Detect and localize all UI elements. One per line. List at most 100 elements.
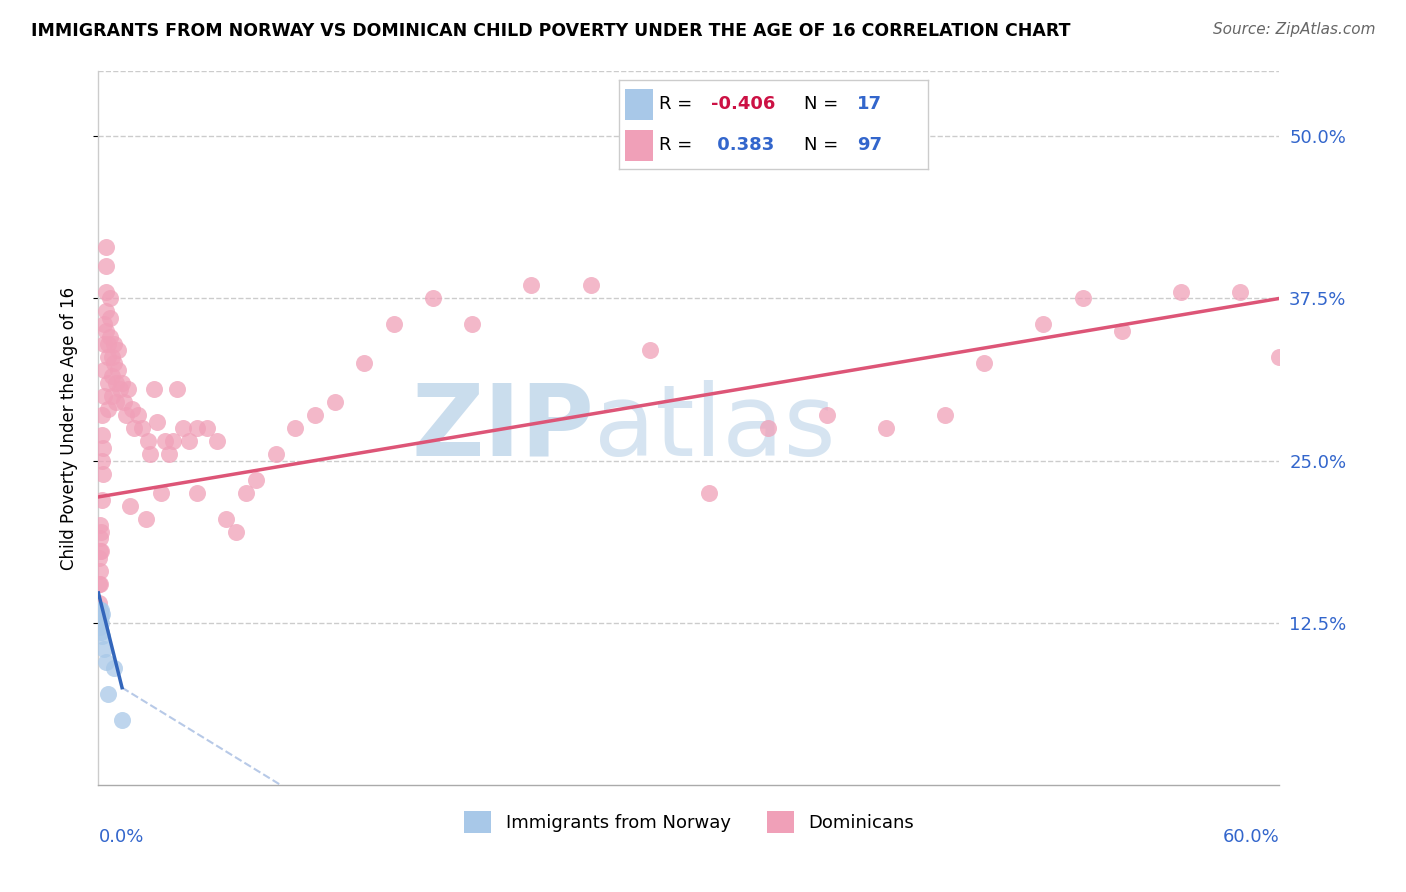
Text: N =: N = <box>804 95 844 113</box>
Point <box>461 318 484 332</box>
Text: N =: N = <box>804 136 844 154</box>
Point <box>111 713 134 727</box>
Text: R =: R = <box>659 136 697 154</box>
Point <box>89 544 111 558</box>
Point <box>638 343 661 358</box>
Point <box>136 434 159 449</box>
Point <box>225 524 247 539</box>
Text: 17: 17 <box>856 95 882 113</box>
Legend: Immigrants from Norway, Dominicans: Immigrants from Norway, Dominicans <box>457 804 921 840</box>
Point <box>138 447 160 461</box>
Point <box>815 408 838 422</box>
Point <box>131 421 153 435</box>
Point <box>96 239 118 253</box>
Point <box>93 336 115 351</box>
Point <box>1032 318 1054 332</box>
Point <box>127 408 149 422</box>
Bar <box>624 89 652 120</box>
Point <box>89 532 111 546</box>
Point <box>90 524 112 539</box>
Text: -0.406: -0.406 <box>711 95 776 113</box>
Point <box>195 421 218 435</box>
Point <box>98 310 121 325</box>
Text: atlas: atlas <box>595 380 837 476</box>
Point <box>96 324 118 338</box>
Point <box>89 550 111 565</box>
Point <box>91 427 114 442</box>
Point <box>186 486 208 500</box>
Point <box>97 401 120 416</box>
Point <box>91 453 114 467</box>
Point <box>150 486 173 500</box>
Point <box>107 343 129 358</box>
Point <box>93 318 115 332</box>
Point <box>90 615 112 630</box>
Point <box>382 318 405 332</box>
Point <box>89 615 111 630</box>
Point <box>97 350 120 364</box>
Point <box>93 389 115 403</box>
Point <box>875 421 897 435</box>
Point <box>115 408 138 422</box>
Point <box>105 395 128 409</box>
Point <box>101 389 124 403</box>
Text: 60.0%: 60.0% <box>1223 828 1279 846</box>
Point <box>284 421 307 435</box>
Point <box>89 620 111 634</box>
Point <box>101 369 124 384</box>
Point <box>89 577 111 591</box>
Point <box>118 499 141 513</box>
Point <box>697 486 720 500</box>
Point <box>323 395 346 409</box>
Point <box>157 447 180 461</box>
Point <box>91 629 114 643</box>
Text: ZIP: ZIP <box>412 380 595 476</box>
Point <box>1268 350 1291 364</box>
Y-axis label: Child Poverty Under the Age of 16: Child Poverty Under the Age of 16 <box>59 286 77 570</box>
Point <box>91 408 114 422</box>
Point <box>304 408 326 422</box>
Point <box>90 609 112 624</box>
Point <box>121 401 143 416</box>
Point <box>98 292 121 306</box>
Point <box>89 603 111 617</box>
Point <box>422 292 444 306</box>
Point <box>96 304 118 318</box>
Point <box>93 467 115 481</box>
Point <box>105 376 128 390</box>
Point <box>172 421 194 435</box>
Point <box>1170 285 1192 299</box>
Point <box>101 350 124 364</box>
Point <box>520 278 543 293</box>
Point <box>89 577 111 591</box>
Point <box>93 441 115 455</box>
Point <box>97 687 120 701</box>
Point <box>162 434 184 449</box>
Point <box>1111 324 1133 338</box>
Point <box>108 382 131 396</box>
Point <box>135 512 157 526</box>
Point <box>89 612 111 626</box>
Bar <box>624 130 652 161</box>
Point <box>97 336 120 351</box>
Point <box>166 382 188 396</box>
Point <box>186 421 208 435</box>
Point <box>1229 285 1251 299</box>
Point <box>91 607 114 621</box>
Point <box>93 363 115 377</box>
Point <box>579 278 602 293</box>
Point <box>91 492 114 507</box>
Point <box>90 624 112 639</box>
Text: R =: R = <box>659 95 697 113</box>
Point <box>177 434 200 449</box>
Point <box>89 596 111 610</box>
Point <box>215 512 238 526</box>
Point <box>107 363 129 377</box>
Point <box>756 421 779 435</box>
Point <box>89 607 111 621</box>
Point <box>112 395 135 409</box>
Point <box>155 434 177 449</box>
Point <box>205 434 228 449</box>
Point <box>96 655 118 669</box>
Point <box>89 564 111 578</box>
